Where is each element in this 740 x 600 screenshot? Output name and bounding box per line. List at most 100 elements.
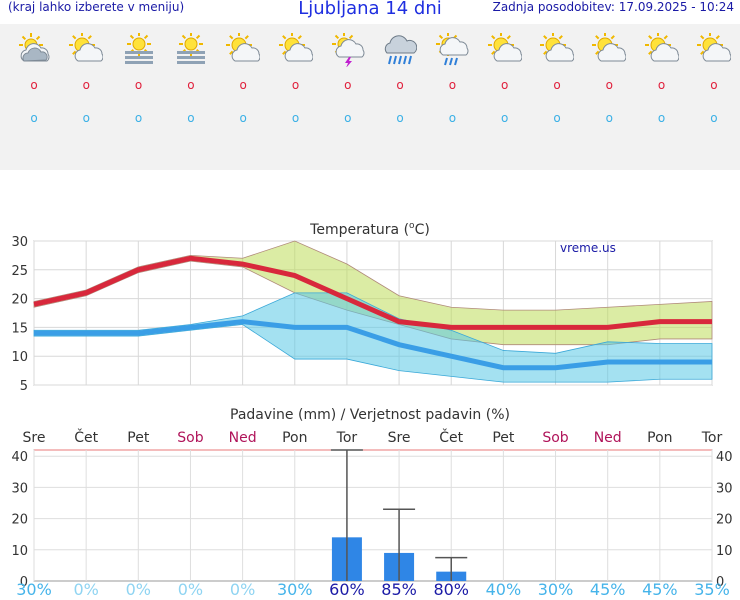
precip-probability: 30%	[276, 580, 313, 599]
partly-sunny-icon	[278, 32, 313, 67]
min-temp: o	[501, 111, 509, 125]
min-temp: o	[344, 111, 352, 125]
precip-day-label: Pet	[127, 430, 150, 446]
precip-probability: 0%	[73, 580, 99, 599]
title-part: C)	[415, 222, 430, 238]
max-temp: o	[448, 78, 457, 92]
precip-day-label: Tor	[336, 430, 358, 446]
temp-y-tick: 5	[20, 379, 28, 394]
page-title: Ljubljana 14 dni	[298, 0, 442, 19]
precip-day-label: Sob	[542, 430, 568, 446]
watermark-label: vreme.us	[560, 241, 616, 255]
precip-day-label: Čet	[74, 428, 98, 446]
menu-note: (kraj lahko izberete v meniju)	[8, 0, 185, 14]
min-temp: o	[291, 111, 300, 125]
max-temp: o	[239, 78, 247, 92]
max-temp-line	[33, 255, 712, 330]
max-temp: o	[605, 78, 613, 92]
precip-probability: 80%	[433, 580, 469, 599]
precip-day-label: Pon	[647, 430, 672, 446]
min-temp: o	[657, 111, 666, 125]
fog-sun-icon	[174, 32, 208, 67]
thunderstorm-sun-icon	[331, 32, 365, 68]
max-temp: o	[553, 78, 561, 92]
precip-probability: 60%	[329, 580, 365, 599]
precip-y-tick-left: 20	[11, 513, 28, 528]
temp-y-tick: 30	[11, 235, 28, 250]
min-temp: o	[30, 111, 38, 125]
precip-day-label: Sre	[23, 430, 46, 446]
min-temp: o	[82, 111, 90, 125]
precip-y-tick-right: 20	[716, 513, 733, 528]
precip-y-tick-right: 10	[716, 544, 733, 559]
partly-sunny-icon	[69, 32, 104, 67]
precip-y-tick-left: 40	[11, 450, 28, 465]
precip-probability: 30%	[537, 580, 574, 599]
min-temp: o	[187, 111, 195, 125]
degree-mark: o	[409, 221, 415, 231]
min-temp: o	[605, 111, 613, 125]
max-temp: o	[710, 78, 718, 92]
max-temp: o	[344, 78, 352, 92]
precip-y-tick-left: 0	[20, 575, 28, 590]
temp-y-tick: 10	[11, 350, 28, 365]
precip-probability: 45%	[642, 580, 678, 599]
title-part: Temperatura (	[309, 222, 409, 238]
rain-cloud-icon	[383, 33, 418, 67]
cloudy-sun-icon	[17, 33, 51, 67]
precip-day-label: Ned	[229, 430, 257, 446]
precip-day-label: Pet	[492, 430, 515, 446]
precip-plot-area	[33, 449, 713, 582]
partly-sunny-icon	[487, 32, 523, 67]
temp-y-tick: 15	[11, 321, 28, 336]
precip-probability: 45%	[589, 580, 626, 599]
precip-probability: 85%	[381, 580, 417, 599]
min-temp: o	[710, 111, 718, 125]
precip-day-label: Ned	[594, 430, 622, 446]
precip-probability: 30%	[16, 580, 52, 599]
precip-probability: 40%	[485, 580, 522, 599]
partly-sunny-icon	[592, 32, 627, 67]
precip-y-tick-right: 40	[716, 450, 733, 465]
min-temp-line	[34, 319, 712, 371]
precip-y-tick-left: 30	[11, 481, 28, 496]
min-temp: o	[134, 111, 143, 125]
max-temp: o	[187, 78, 195, 92]
partly-sunny-icon	[226, 32, 261, 67]
precip-probability: 0%	[229, 580, 256, 599]
precip-probability: 0%	[125, 580, 151, 599]
precip-probability: 35%	[694, 580, 730, 599]
precip-y-tick-right: 0	[716, 575, 724, 590]
precip-probability: 0%	[177, 580, 204, 599]
max-temp: o	[657, 78, 666, 92]
min-temp: o	[553, 111, 561, 125]
precip-day-label: Pon	[282, 430, 307, 446]
precip-day-label: Sre	[388, 430, 411, 446]
max-temp: o	[30, 78, 38, 92]
precip-chart-title: Padavine (mm) / Verjetnost padavin (%)	[230, 407, 510, 423]
last-updated: Zadnja posodobitev: 17.09.2025 - 10:24	[492, 0, 734, 14]
partly-sunny-icon	[540, 32, 575, 67]
precip-day-label: Sob	[177, 430, 203, 446]
partly-sunny-icon	[644, 32, 680, 67]
max-temp: o	[134, 78, 143, 92]
temp-y-tick: 20	[11, 293, 28, 308]
min-temp: o	[396, 111, 404, 125]
max-temp: o	[82, 78, 90, 92]
max-temp-range-band	[33, 240, 713, 346]
partly-sunny-icon	[696, 32, 732, 67]
min-temp: o	[239, 111, 247, 125]
temp-chart-title: Temperatura (oC)	[309, 221, 430, 238]
max-temp: o	[291, 78, 300, 92]
min-temp: o	[448, 111, 457, 125]
